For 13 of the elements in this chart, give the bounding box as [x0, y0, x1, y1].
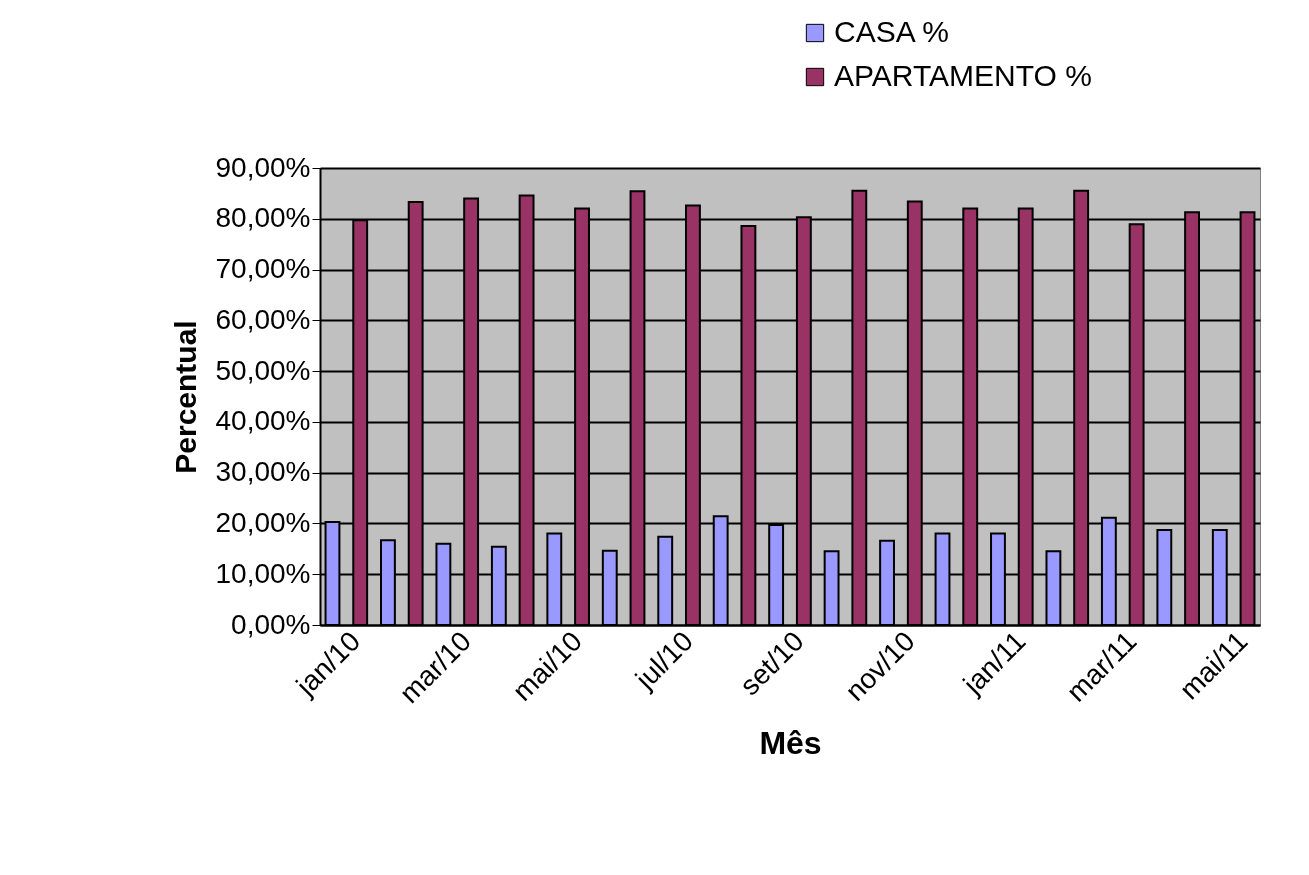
y-tick-label: 60,00%	[215, 303, 311, 335]
y-tick-label: 30,00%	[215, 456, 311, 488]
legend-label: CASA %	[834, 15, 950, 48]
y-tick-label: 10,00%	[215, 557, 311, 589]
y-axis-title: Percentual	[168, 320, 202, 474]
y-tick-label: 80,00%	[215, 202, 311, 234]
y-tick-label: 20,00%	[215, 506, 311, 538]
legend-label: APARTAMENTO %	[834, 59, 1092, 92]
y-tick-label: 90,00%	[215, 151, 311, 183]
y-tick-label: 40,00%	[215, 405, 311, 437]
x-axis-title: Mês	[759, 724, 822, 761]
y-tick-label: 70,00%	[215, 253, 311, 285]
y-tick-label: 50,00%	[215, 354, 311, 386]
